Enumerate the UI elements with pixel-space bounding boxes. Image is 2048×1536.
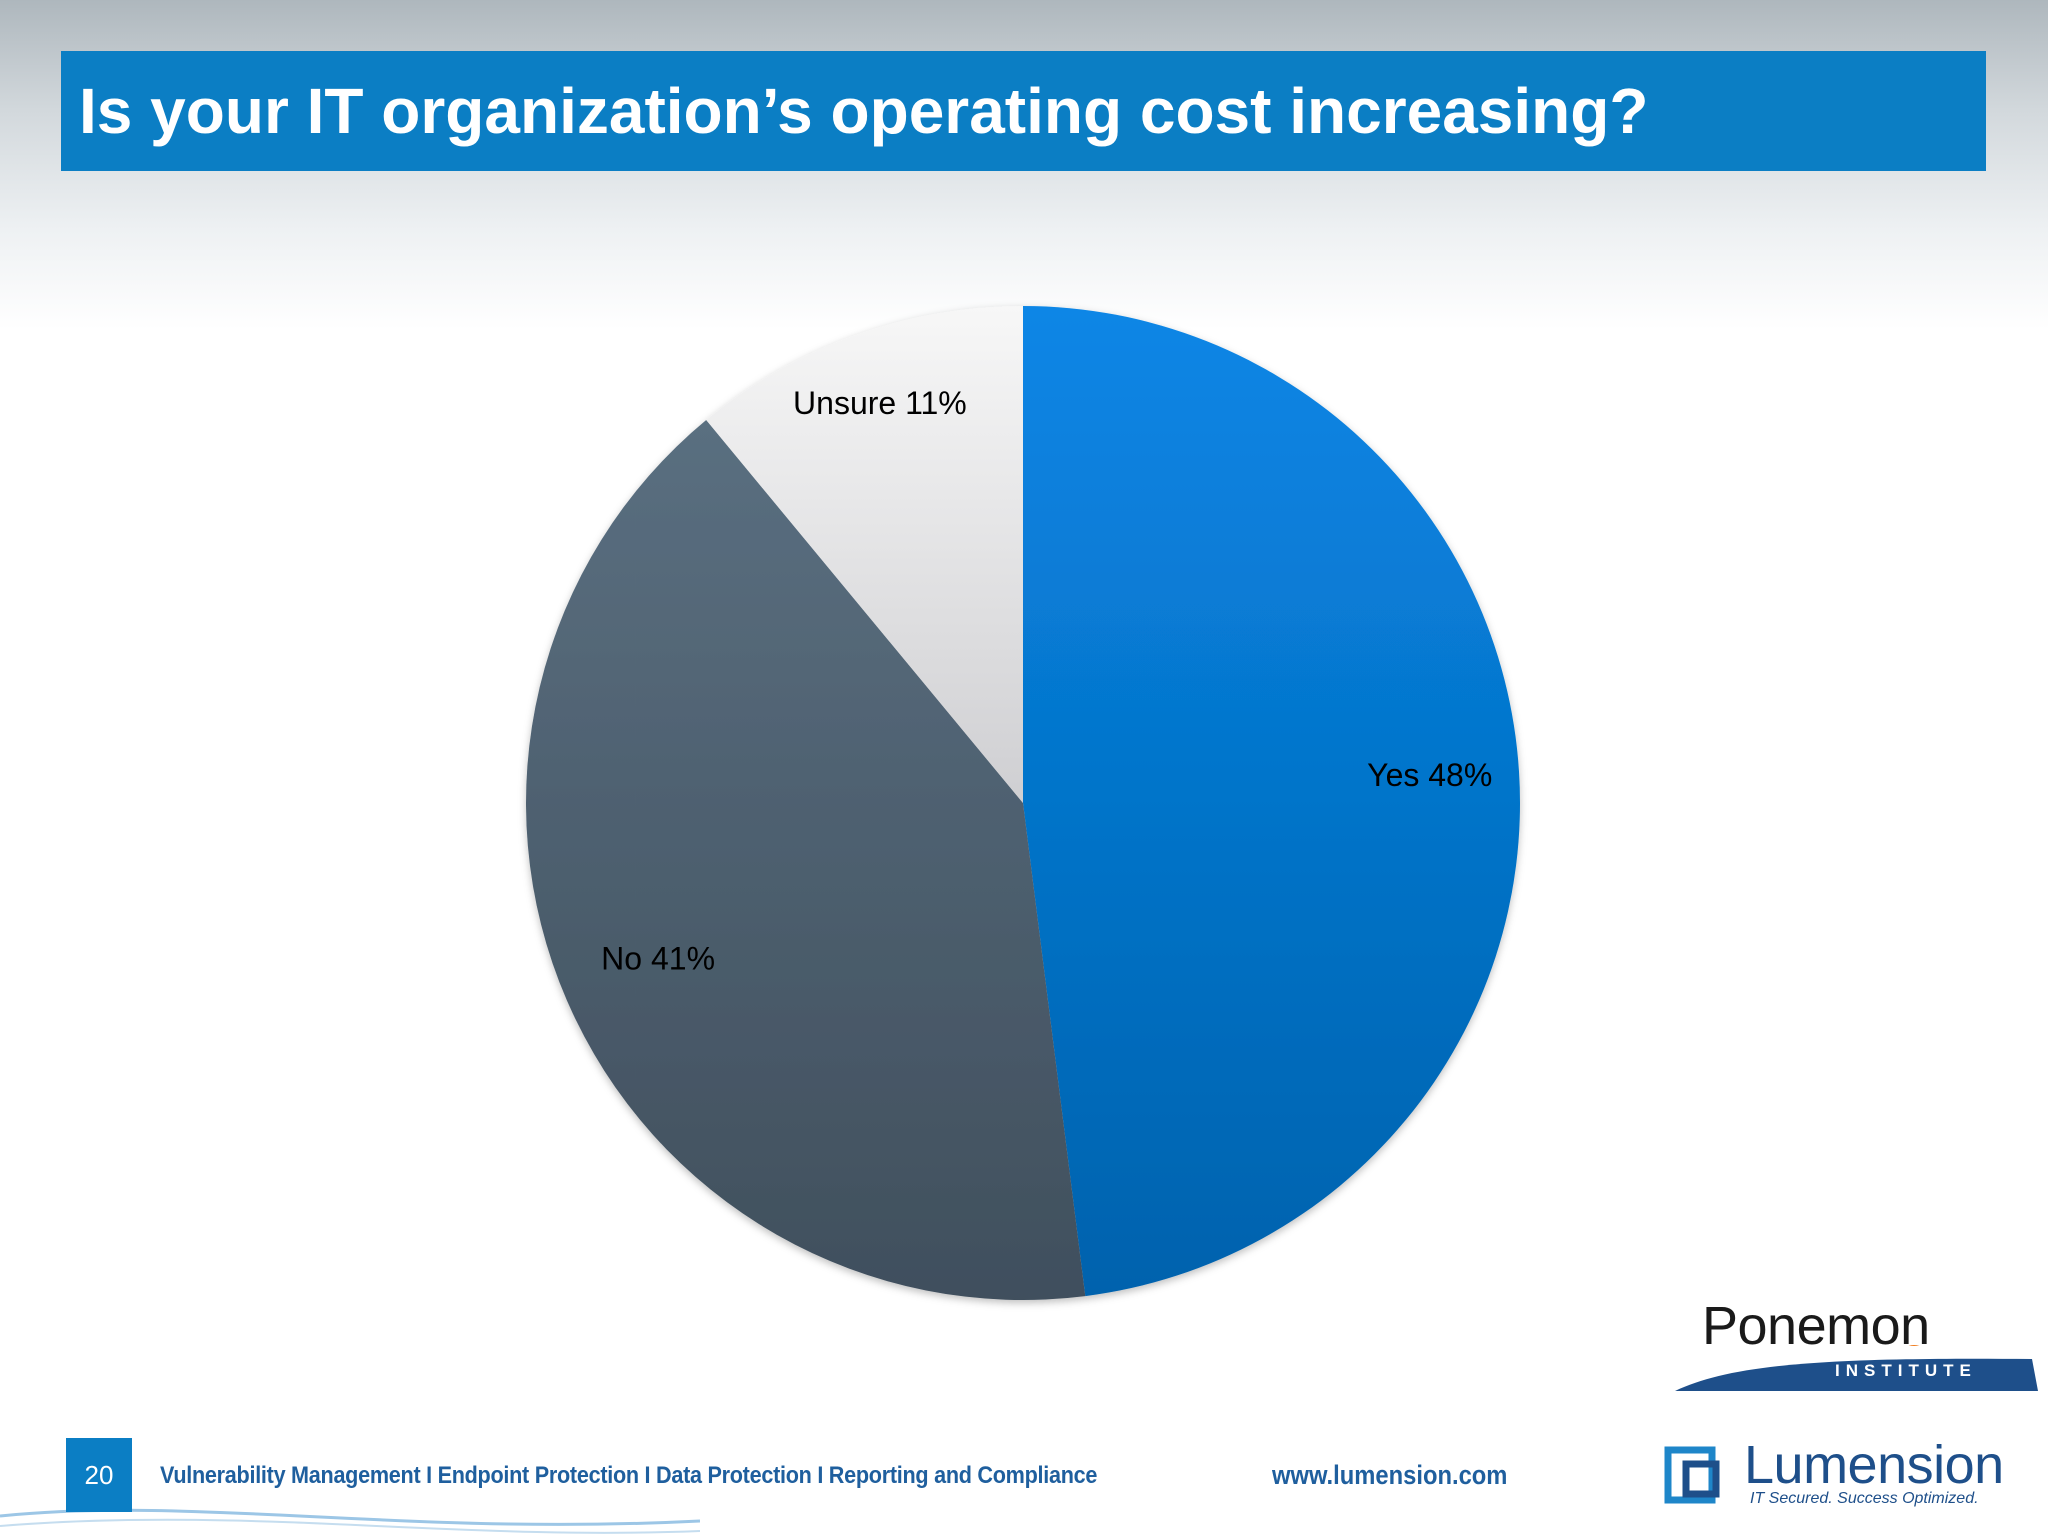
ponemon-logo: Ponemon INSTITUTE: [1670, 1295, 2040, 1395]
pie-slice-yes: [1023, 306, 1520, 1297]
lumension-logo-tagline: IT Secured. Success Optimized.: [1750, 1490, 1979, 1507]
page-number: 20: [66, 1438, 132, 1512]
ponemon-logo-subtitle: INSTITUTE: [1835, 1361, 1977, 1380]
pie-slice-no: [526, 420, 1086, 1300]
footer-url[interactable]: www.lumension.com: [1272, 1460, 1508, 1490]
ponemon-logo-name: Ponemon: [1702, 1296, 1930, 1356]
slide-title: Is your IT organization’s operating cost…: [79, 75, 1649, 147]
pie-label-no: No 41%: [601, 940, 715, 976]
ponemon-swoosh: [1675, 1345, 2038, 1391]
lumension-cube-icon: [1664, 1446, 1720, 1504]
lumension-logo-name: Lumension: [1744, 1435, 2004, 1495]
pie-slice-unsure: [706, 306, 1023, 803]
pie-label-yes: Yes 48%: [1367, 757, 1492, 793]
lumension-logo: Lumension IT Secured. Success Optimized.: [1664, 1435, 2024, 1530]
title-bar: Is your IT organization’s operating cost…: [61, 51, 1986, 171]
footer-tagline: Vulnerability Management I Endpoint Prot…: [160, 1462, 1098, 1489]
pie-chart: Yes 48% No 41% Unsure 11%: [526, 306, 1520, 1300]
pie-label-unsure: Unsure 11%: [793, 385, 967, 421]
